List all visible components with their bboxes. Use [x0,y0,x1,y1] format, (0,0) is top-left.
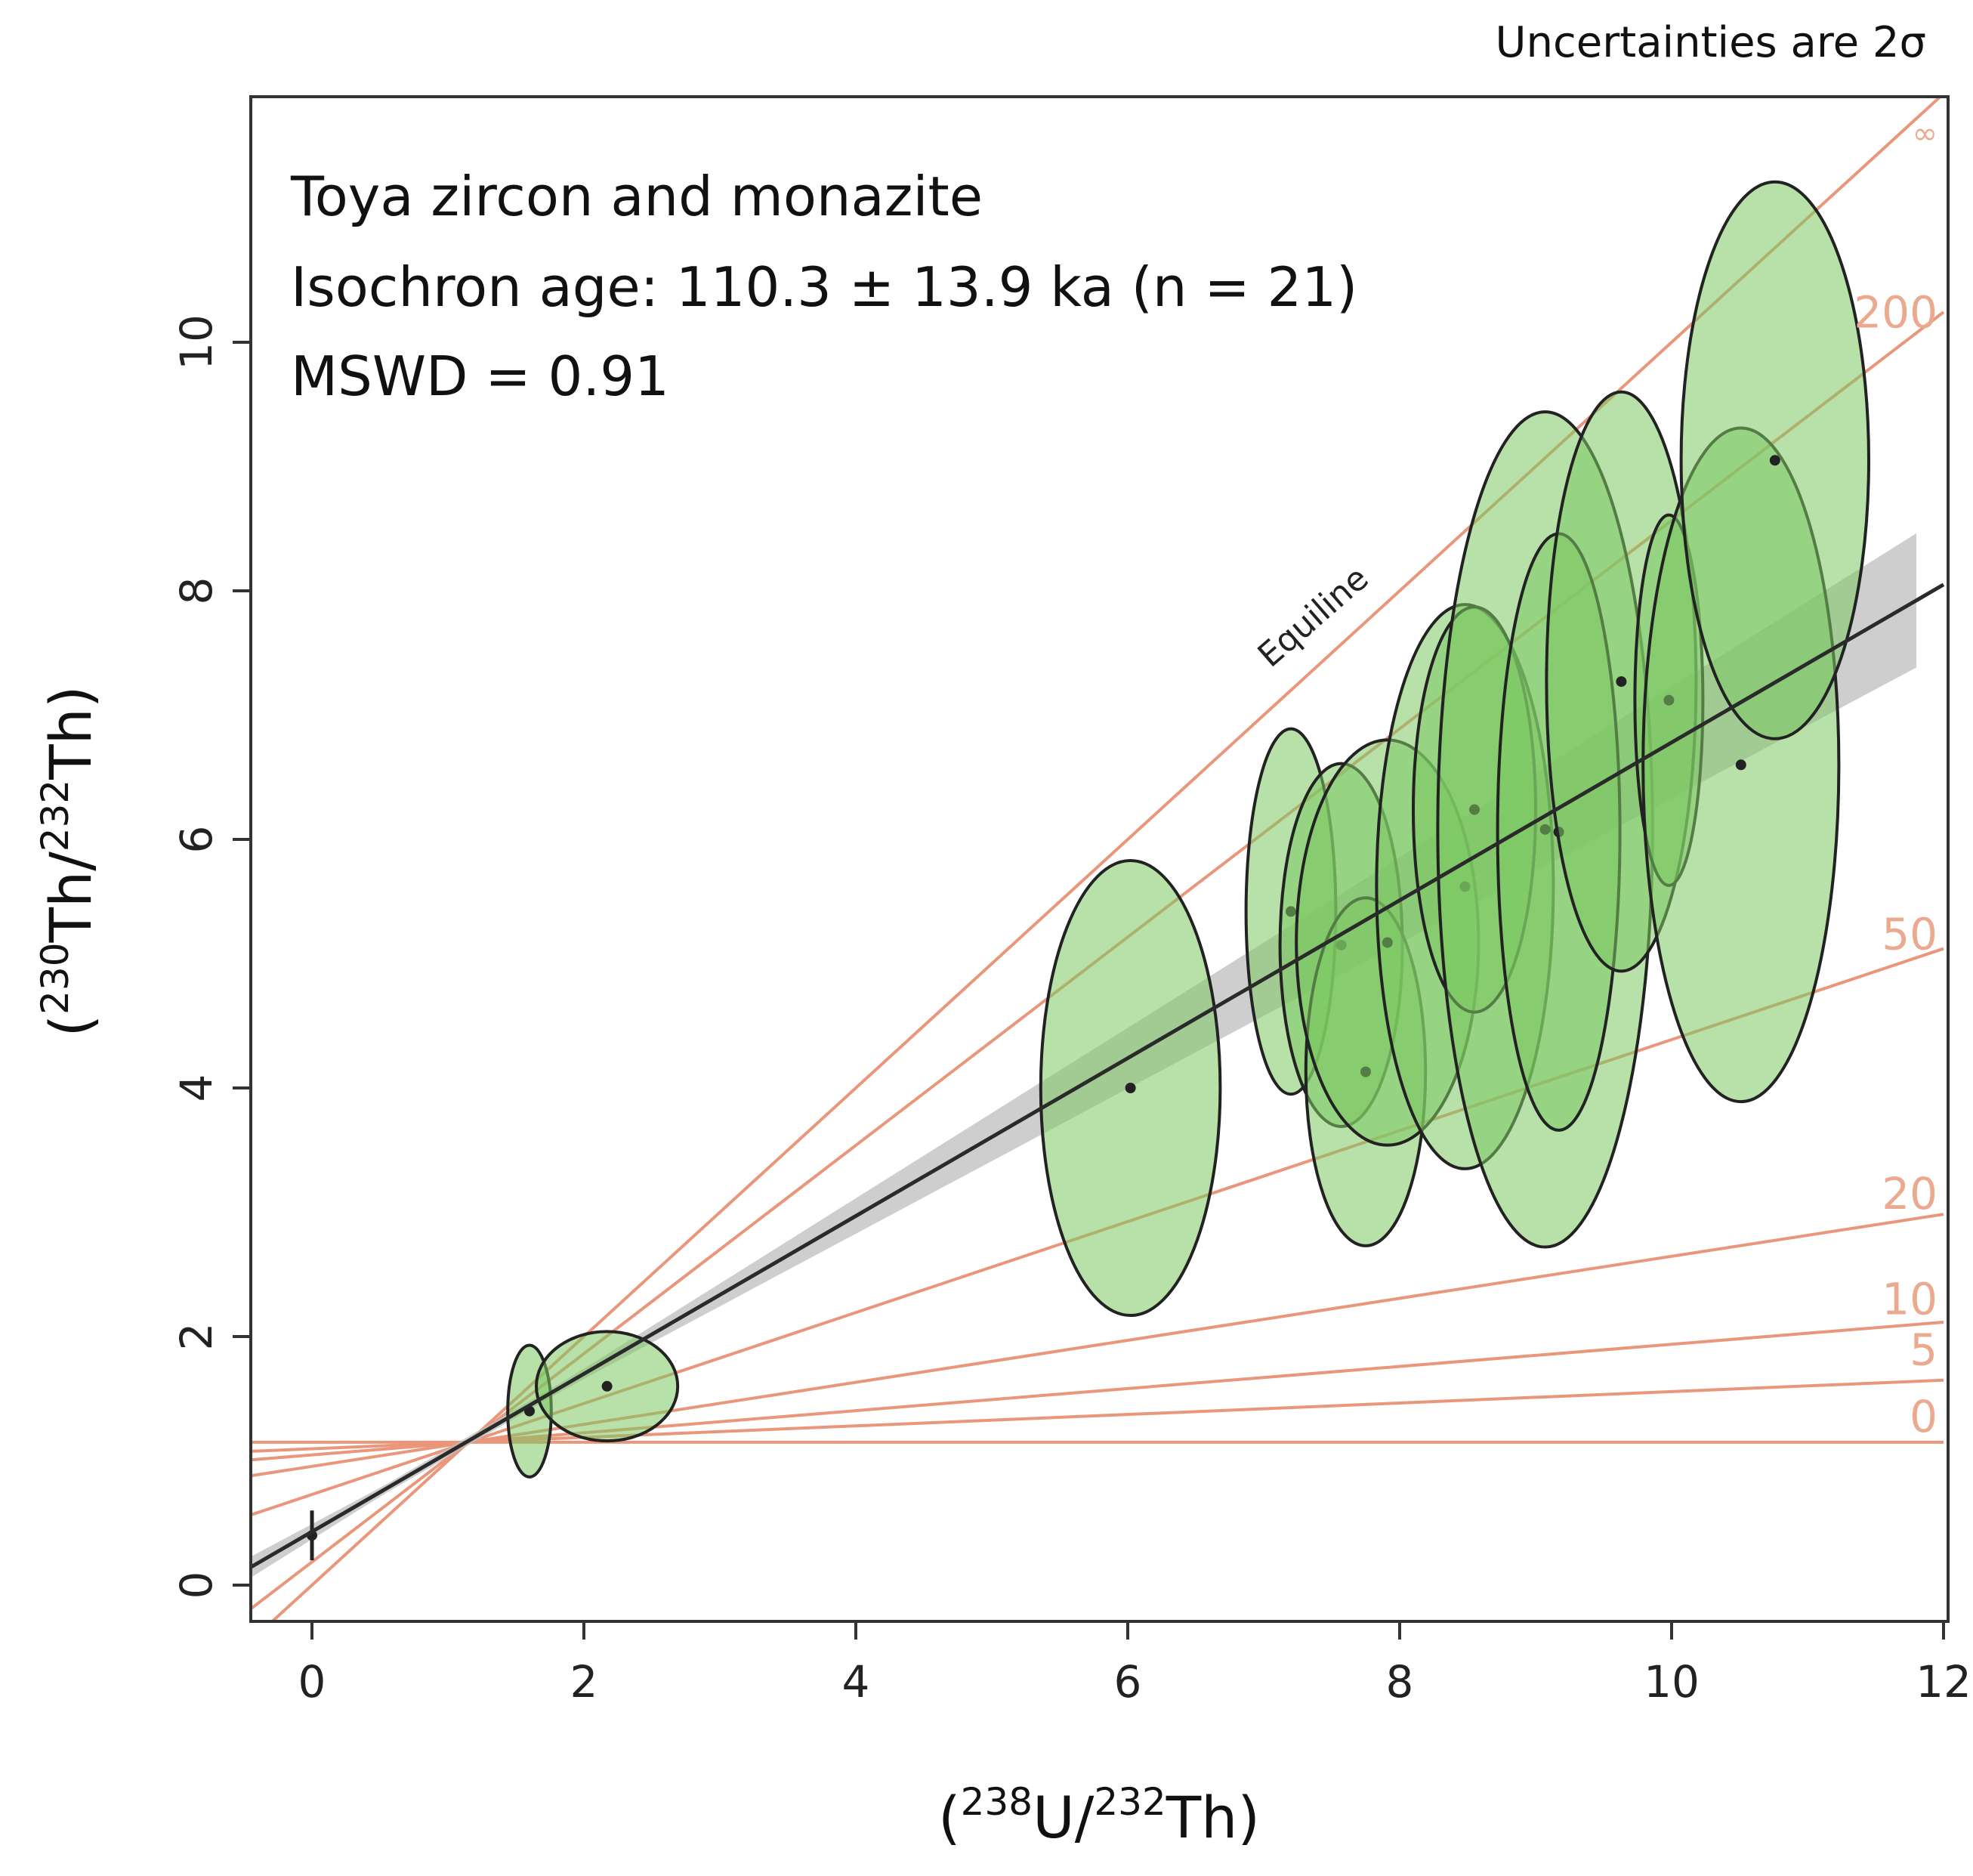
equiline-label: Equiline [1251,559,1376,675]
y-tick-label-10: 10 [171,314,222,370]
plot-frame [249,95,1950,1623]
y-tick-label-2: 2 [171,1323,222,1351]
data-point-3 [601,1380,613,1392]
x-axis-label-open: ( [938,1784,961,1851]
x-tick-label-12: 12 [1916,1656,1971,1708]
isochron-line [251,583,1945,1569]
reference-isochron-label-200: 200 [1854,287,1937,338]
data-point-4 [1125,1083,1136,1093]
annotation-box: Toya zircon and monazite Isochron age: 1… [290,165,1357,408]
y-axis-label-sup1: 230 [33,942,77,1014]
reference-isochron-label-0: 0 [1910,1391,1937,1442]
data-point-13 [1616,676,1627,688]
reference-isochron-label-∞: ∞ [1913,116,1937,151]
x-axis-label-mid: U/ [1033,1784,1095,1851]
reference-isochron-label-20: 20 [1882,1168,1937,1219]
x-tick-label-10: 10 [1644,1656,1700,1708]
x-axis-label-end: Th) [1166,1784,1260,1851]
x-axis-label-sup1: 238 [961,1780,1033,1824]
x-tick-label-6: 6 [1114,1656,1142,1708]
y-axis-label: (230Th/232Th) [33,686,104,1037]
annotation-isochron-age: Isochron age: 110.3 ± 13.9 ka (n = 21) [291,255,1357,319]
x-tick-label-2: 2 [570,1656,598,1708]
data-ellipses [251,180,1945,1569]
data-point-15 [1735,759,1746,771]
data-point-16 [1769,455,1780,466]
axes: 0 2 4 6 8 10 12 0 2 4 6 8 10 [171,314,1971,1708]
uncertainty-note: Uncertainties are 2σ [1496,18,1927,67]
x-tick-label-8: 8 [1386,1656,1414,1708]
y-tick-label-0: 0 [171,1572,222,1599]
x-tick-label-4: 4 [842,1656,870,1708]
y-axis-label-mid: Th/ [37,851,104,944]
y-tick-label-8: 8 [171,577,222,605]
annotation-mswd: MSWD = 0.91 [291,345,669,408]
y-axis-label-end: Th) [37,686,104,780]
annotation-title: Toya zircon and monazite [290,165,983,228]
x-axis-label-sup2: 232 [1094,1780,1166,1824]
reference-isochron-labels: 0 510 20 50 200 ∞ [1854,116,1937,1442]
y-axis-label-open: ( [37,1015,104,1037]
y-tick-label-6: 6 [171,826,222,854]
y-axis-label-sup2: 232 [33,780,77,851]
x-axis-label: (238U/232Th) [938,1780,1260,1851]
reference-isochron-label-5: 5 [1910,1324,1937,1376]
reference-isochron-label-10: 10 [1882,1274,1937,1325]
y-tick-label-4: 4 [171,1074,222,1102]
x-tick-label-0: 0 [298,1656,326,1708]
reference-isochron-label-50: 50 [1882,909,1937,960]
